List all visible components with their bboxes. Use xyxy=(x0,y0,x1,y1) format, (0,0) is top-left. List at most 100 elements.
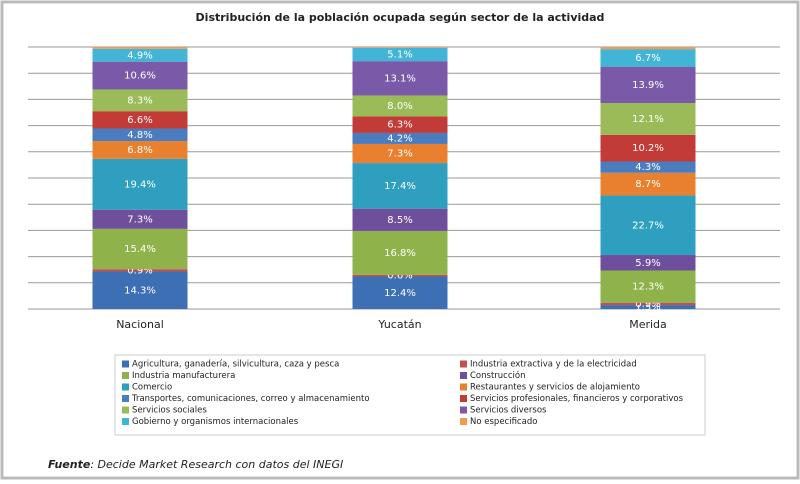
legend-box xyxy=(114,354,706,436)
data-label: 7.3% xyxy=(387,149,412,160)
legend-label: Gobierno y organismos internacionales xyxy=(132,417,299,427)
x-tick-label: Nacional xyxy=(116,318,164,331)
bar-segment xyxy=(352,163,448,209)
data-label: 6.7% xyxy=(635,53,660,64)
data-label: 22.7% xyxy=(632,220,664,231)
data-label: 4.2% xyxy=(387,133,412,144)
data-label: 4.9% xyxy=(127,50,152,61)
data-label: 12.3% xyxy=(632,282,664,293)
bar-segment xyxy=(92,269,188,272)
data-label: 12.1% xyxy=(632,114,664,125)
bar-segment xyxy=(600,305,696,309)
data-label: 8.3% xyxy=(127,95,152,106)
bar-segment xyxy=(92,228,188,270)
data-label: 6.8% xyxy=(127,145,152,156)
legend-swatch xyxy=(460,406,467,414)
bar-segment xyxy=(600,49,696,67)
bar-segment xyxy=(92,271,188,309)
data-label: 10.2% xyxy=(632,143,664,154)
legend-label: Industria manufacturera xyxy=(132,371,235,381)
bar-segment xyxy=(92,158,188,210)
data-label: 17.4% xyxy=(384,181,416,192)
data-label: 6.6% xyxy=(127,115,152,126)
data-label: 15.4% xyxy=(124,244,156,255)
data-label: 0.6% xyxy=(387,271,412,282)
legend-swatch xyxy=(122,395,129,402)
bar-segment xyxy=(352,230,448,275)
legend-label: Transportes, comunicaciones, correo y al… xyxy=(131,394,370,404)
legend-swatch xyxy=(460,360,467,368)
bar-segment xyxy=(600,161,696,173)
legend-swatch xyxy=(122,406,129,414)
data-label: 8.0% xyxy=(387,101,412,112)
footer: Fuente: Decide Market Research con datos… xyxy=(48,458,343,471)
bar-segment xyxy=(92,141,188,159)
data-label: 8.5% xyxy=(387,215,412,226)
data-label: 0.9% xyxy=(127,265,152,276)
bar-segment xyxy=(92,48,188,62)
data-label: 0.9% xyxy=(635,299,660,310)
data-label: 13.9% xyxy=(632,80,664,91)
bar-segment xyxy=(92,128,188,142)
data-label: 5.9% xyxy=(635,258,660,269)
bar-segment xyxy=(352,47,448,48)
chart-title: Distribución de la población ocupada seg… xyxy=(196,11,605,24)
bar-segment xyxy=(92,61,188,90)
data-label: 19.4% xyxy=(124,179,156,190)
legend-swatch xyxy=(122,418,129,425)
bar-segment xyxy=(92,89,188,112)
legend-swatch xyxy=(122,360,129,368)
legend-swatch xyxy=(460,418,467,425)
bar-segment xyxy=(600,103,696,135)
data-label: 12.4% xyxy=(384,288,416,299)
data-label: 8.7% xyxy=(635,179,660,190)
bar-segment xyxy=(600,66,696,104)
data-label: 13.1% xyxy=(384,73,416,84)
legend-label: Restaurantes y servicios de alojamiento xyxy=(470,383,640,393)
data-label: 4.8% xyxy=(127,130,152,141)
legend-label: Comercio xyxy=(132,383,172,393)
legend-label: No especificado xyxy=(470,417,537,427)
bar-segment xyxy=(352,276,448,309)
legend-label: Servicios profesionales, financieros y c… xyxy=(470,394,684,404)
bar-segment xyxy=(600,172,696,196)
bar-segment xyxy=(600,195,696,256)
x-tick-label: Yucatán xyxy=(377,318,421,331)
data-label: 10.6% xyxy=(124,71,156,82)
legend-swatch xyxy=(460,372,467,379)
bar-segment xyxy=(600,270,696,303)
data-label: 5.1% xyxy=(387,49,412,60)
bar-segment xyxy=(600,134,696,162)
bar-segment xyxy=(600,302,696,306)
data-label: 7.3% xyxy=(127,214,152,225)
legend-label: Construcción xyxy=(470,370,525,381)
x-tick-label: Merida xyxy=(629,318,667,331)
bar-segment xyxy=(600,47,696,50)
legend-swatch xyxy=(460,383,467,391)
bar-segment xyxy=(352,143,448,164)
legend-label: Servicios sociales xyxy=(132,406,207,416)
legend-label: Agricultura, ganadería, silvicultura, ca… xyxy=(132,360,339,370)
bar-segment xyxy=(92,209,188,229)
bar-segment xyxy=(352,47,448,62)
data-label: 4.3% xyxy=(635,162,660,173)
bar-segment xyxy=(352,132,448,144)
bar-segment xyxy=(352,116,448,133)
data-label: 1.5% xyxy=(635,302,660,313)
legend-label: Servicios diversos xyxy=(470,406,547,416)
bar-segment xyxy=(352,61,448,96)
legend-swatch xyxy=(122,383,129,391)
bar-segment xyxy=(92,47,188,49)
data-label: 6.3% xyxy=(387,120,412,131)
legend-swatch xyxy=(122,372,129,379)
footer-text: : Decide Market Research con datos del I… xyxy=(90,458,343,471)
footer-label: Fuente xyxy=(48,458,91,471)
data-label: 14.3% xyxy=(124,285,156,296)
bar-segment xyxy=(352,208,448,231)
bar-segment xyxy=(352,274,448,277)
legend-swatch xyxy=(460,395,467,402)
bar-segment xyxy=(92,111,188,129)
legend-label: Industria extractiva y de la electricida… xyxy=(470,360,637,370)
bar-segment xyxy=(600,255,696,271)
